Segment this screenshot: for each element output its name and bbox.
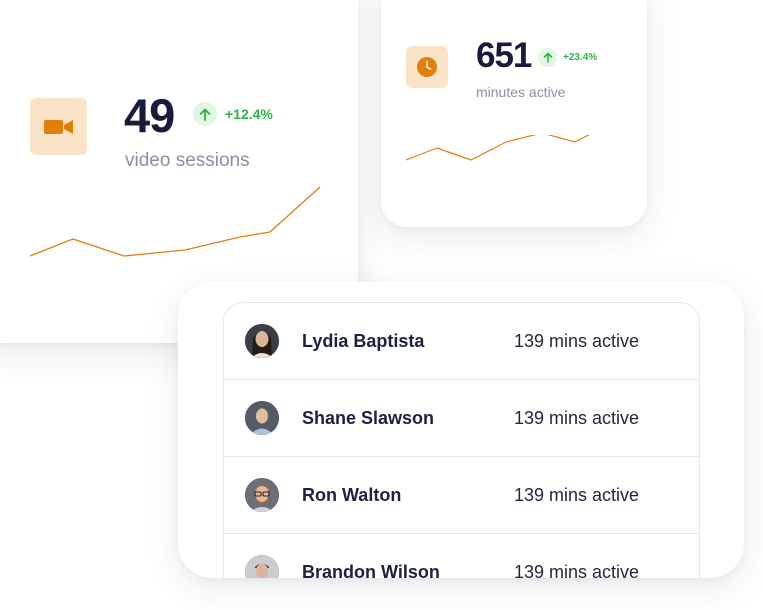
avatar [245,555,279,578]
active-users-list: Lydia Baptista 139 mins active Shane Sla… [223,302,700,578]
video-sessions-card: 49 +12.4% video sessions [0,0,358,343]
trend-percentage: +12.4% [225,106,273,122]
video-sessions-label: video sessions [125,150,250,171]
list-item[interactable]: Shane Slawson 139 mins active [224,379,699,456]
user-name: Lydia Baptista [302,330,425,351]
user-activity: 139 mins active [514,407,640,428]
minutes-active-trend: +23.4% [538,48,597,67]
video-sessions-trend: +12.4% [193,102,273,126]
video-sessions-sparkline [30,186,321,257]
trend-percentage: +23.4% [563,52,598,63]
active-users-card: Lydia Baptista 139 mins active Shane Sla… [178,282,744,578]
user-name: Ron Walton [302,484,402,505]
list-item[interactable]: Lydia Baptista 139 mins active [224,303,699,379]
user-activity: 139 mins active [514,330,640,351]
minutes-active-label: minutes active [476,84,566,100]
user-activity: 139 mins active [514,484,640,505]
minutes-active-count: 651 [476,36,532,75]
video-camera-icon [30,98,87,155]
minutes-active-sparkline [406,135,590,161]
minutes-active-card: 651 +23.4% minutes active [381,0,647,227]
avatar [245,324,279,358]
user-name: Shane Slawson [302,407,435,428]
list-item[interactable]: Ron Walton 139 mins active [224,456,699,533]
avatar [245,478,279,512]
user-activity: 139 mins active [514,561,640,579]
clock-icon [406,46,448,88]
arrow-up-icon [538,48,557,67]
arrow-up-icon [193,102,217,126]
video-sessions-count: 49 [124,89,175,142]
list-item[interactable]: Brandon Wilson 139 mins active [224,533,699,578]
user-name: Brandon Wilson [302,561,440,579]
avatar [245,401,279,435]
